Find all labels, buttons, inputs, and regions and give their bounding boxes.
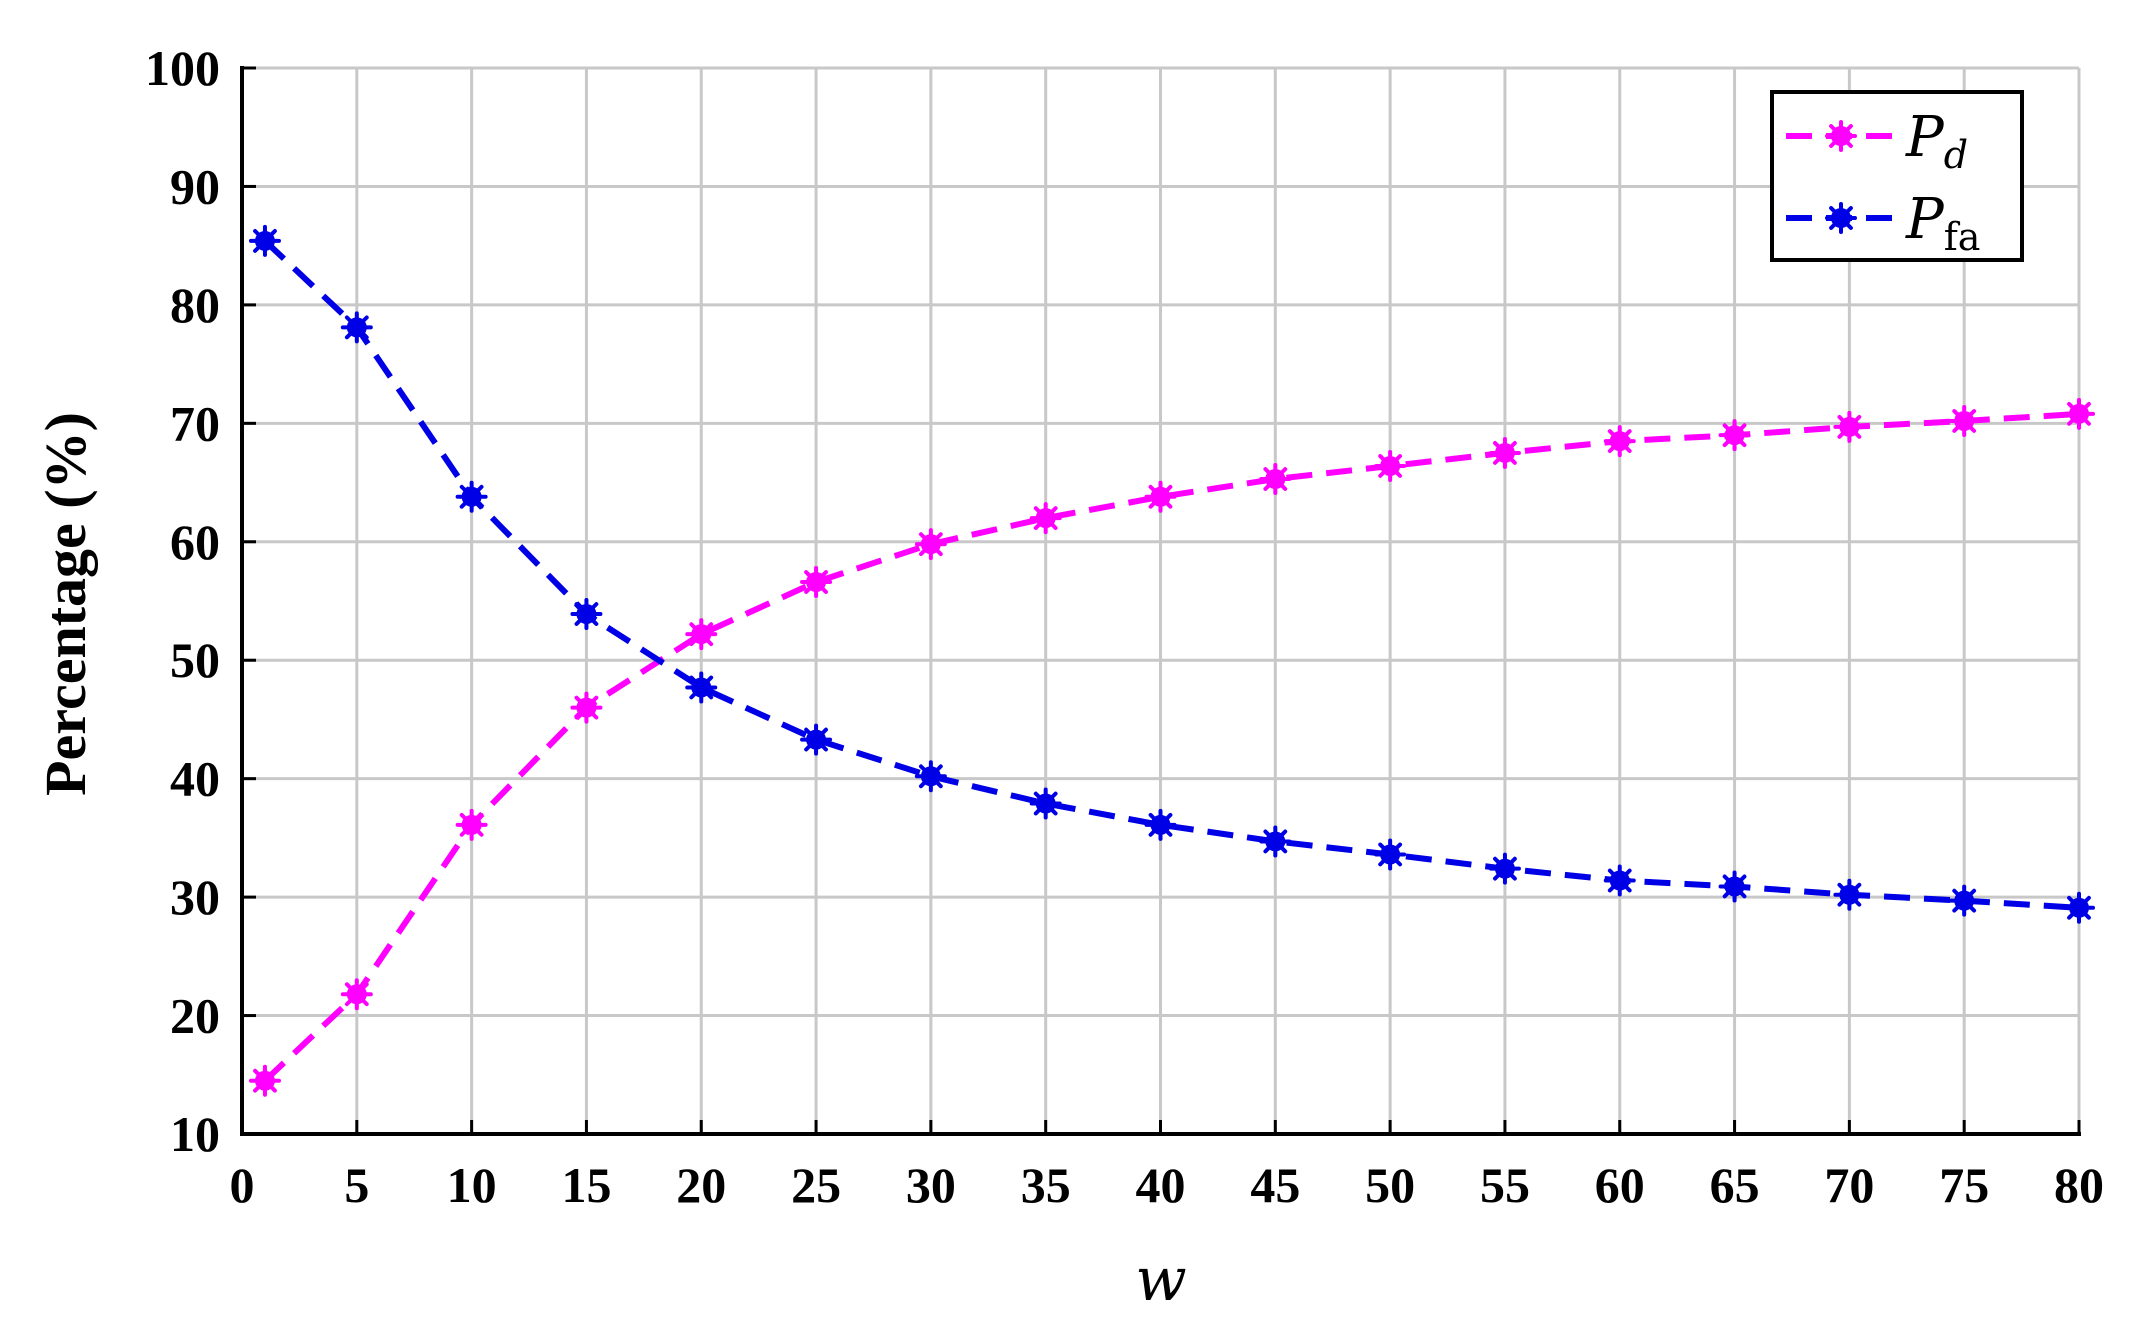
series-1-point-10 [1374,838,1407,871]
x-tick-label-0: 0 [230,1157,255,1213]
series-1-point-1 [340,311,373,344]
legend-marker-1 [1825,202,1857,234]
series-1-point-15 [1948,884,1981,917]
series-0-point-2 [455,808,488,841]
x-tick-label-8: 40 [1136,1157,1186,1213]
series-1-point-16 [2063,891,2095,924]
series-0-point-8 [1144,480,1177,513]
series-0-point-12 [1603,425,1636,458]
x-tick-label-2: 10 [447,1157,497,1213]
legend-entry-1: Pfa [1786,187,1980,259]
series-0-point-1 [340,978,373,1011]
legend-label-0: Pd [1905,105,1968,177]
series-1-point-8 [1144,808,1177,841]
x-tick-label-7: 35 [1021,1157,1071,1213]
y-tick-label-5: 60 [170,514,220,570]
series-0-point-7 [1029,502,1062,535]
legend-entry-0: Pd [1786,105,1968,177]
series-1-point-6 [914,760,947,793]
series-1-point-14 [1833,878,1866,911]
y-tick-label-0: 10 [170,1106,220,1162]
y-tick-label-9: 100 [145,40,220,96]
series-1-point-7 [1029,787,1062,820]
series-layer [248,224,2095,1097]
series-0-point-13 [1718,419,1751,452]
x-tick-label-16: 80 [2054,1157,2104,1213]
series-line-1 [262,238,2080,911]
y-tick-label-3: 40 [170,751,220,807]
series-1-point-5 [800,723,833,756]
series-0-point-11 [1488,436,1521,469]
legend-marker-0 [1825,120,1857,152]
series-line-0 [262,410,2080,1083]
x-tick-label-4: 20 [676,1157,726,1213]
x-tick-labels: 0 5 10 15 20 25 30 35 40 45 50 55 60 65 70 75 80 [230,1157,2105,1213]
series-0-point-4 [685,618,718,651]
series-1-point-12 [1603,864,1636,897]
y-axis-title: Percentage (%) [33,412,98,796]
series-0-point-3 [570,691,603,724]
series-1-point-11 [1488,852,1521,885]
y-tick-label-8: 90 [170,158,220,214]
series-1-point-4 [685,671,718,704]
series-0-point-6 [914,528,947,561]
x-tick-label-3: 15 [561,1157,611,1213]
series-1-point-13 [1718,870,1751,903]
series-1-point-2 [455,480,488,513]
legend-label-1: Pfa [1905,187,1980,259]
x-tick-label-12: 60 [1595,1157,1645,1213]
series-0-point-9 [1259,463,1292,496]
y-tick-labels: 10 20 30 40 50 60 70 80 90 100 [145,40,220,1162]
x-tick-label-14: 70 [1824,1157,1874,1213]
x-tick-label-13: 65 [1710,1157,1760,1213]
series-0-point-16 [2063,397,2095,430]
x-axis-title: w [1135,1245,1186,1315]
x-tick-label-1: 5 [344,1157,369,1213]
legend: Pd Pfa [1770,90,2024,262]
y-tick-label-4: 50 [170,632,220,688]
series-0-point-10 [1374,449,1407,482]
y-tick-label-6: 70 [170,395,220,451]
series-1-point-9 [1259,825,1292,858]
y-tick-label-7: 80 [170,277,220,333]
series-1-point-3 [570,598,603,631]
x-tick-label-6: 30 [906,1157,956,1213]
y-tick-label-1: 20 [170,988,220,1044]
x-tick-label-11: 55 [1480,1157,1530,1213]
x-tick-label-9: 45 [1250,1157,1300,1213]
x-tick-label-10: 50 [1365,1157,1415,1213]
y-tick-label-2: 30 [170,869,220,925]
x-tick-label-15: 75 [1939,1157,1989,1213]
series-0-point-14 [1833,410,1866,443]
series-0-point-0 [248,1064,281,1097]
series-0-point-5 [800,566,833,599]
series-0-point-15 [1948,404,1981,437]
axes [240,66,2081,1136]
legend-box [1770,90,2024,262]
x-tick-label-5: 25 [791,1157,841,1213]
series-1-point-0 [248,224,281,257]
